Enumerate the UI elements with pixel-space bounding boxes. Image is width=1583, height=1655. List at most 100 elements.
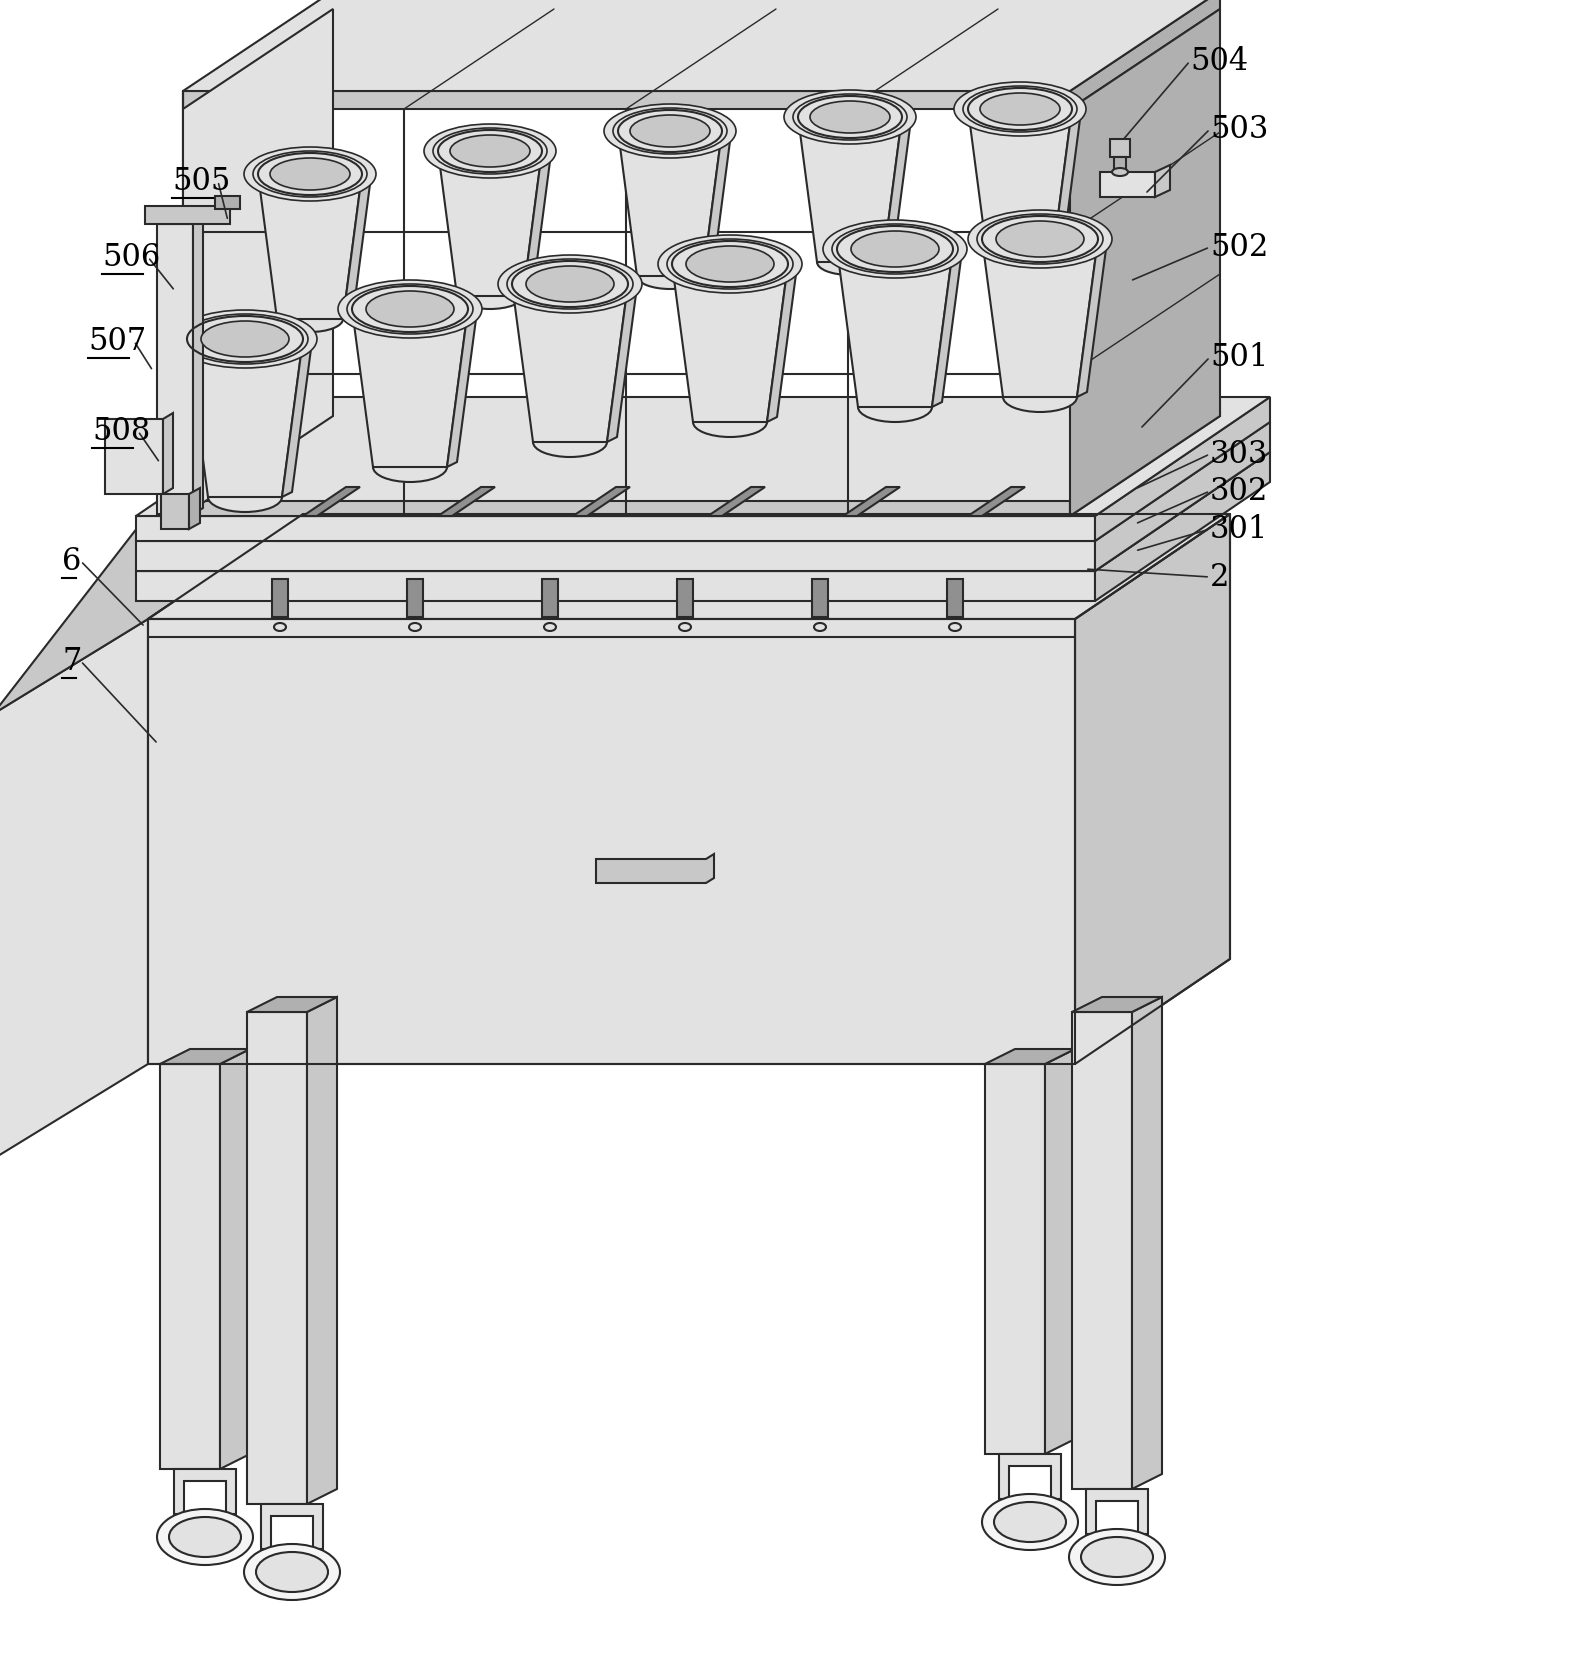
Polygon shape	[0, 515, 302, 715]
Polygon shape	[768, 260, 798, 422]
Polygon shape	[104, 420, 163, 495]
Ellipse shape	[630, 116, 711, 147]
Text: 301: 301	[1209, 515, 1268, 544]
Polygon shape	[1070, 10, 1220, 516]
Ellipse shape	[499, 257, 643, 314]
Polygon shape	[511, 285, 628, 444]
Polygon shape	[0, 619, 147, 1158]
Polygon shape	[1095, 422, 1270, 571]
Polygon shape	[606, 280, 638, 444]
Polygon shape	[1075, 515, 1230, 1064]
Text: 502: 502	[1209, 232, 1268, 263]
Ellipse shape	[207, 483, 282, 513]
Ellipse shape	[784, 91, 917, 146]
Text: 501: 501	[1209, 343, 1268, 374]
Polygon shape	[351, 309, 469, 468]
Ellipse shape	[613, 109, 727, 156]
Ellipse shape	[274, 624, 287, 632]
Polygon shape	[985, 1049, 1075, 1064]
Ellipse shape	[852, 232, 939, 268]
Ellipse shape	[858, 392, 932, 422]
Ellipse shape	[157, 1509, 253, 1566]
Ellipse shape	[545, 624, 556, 632]
Ellipse shape	[450, 136, 530, 167]
Ellipse shape	[793, 94, 907, 141]
Ellipse shape	[277, 306, 344, 333]
Ellipse shape	[693, 407, 768, 437]
Polygon shape	[1100, 172, 1156, 199]
Polygon shape	[184, 0, 1220, 93]
Polygon shape	[1156, 166, 1170, 199]
Polygon shape	[1110, 141, 1130, 157]
Polygon shape	[184, 93, 1070, 109]
Polygon shape	[1086, 1490, 1148, 1534]
Polygon shape	[446, 305, 478, 468]
Polygon shape	[161, 495, 188, 530]
Ellipse shape	[823, 220, 967, 278]
Polygon shape	[184, 501, 1070, 516]
Polygon shape	[344, 170, 372, 319]
Ellipse shape	[253, 152, 367, 199]
Polygon shape	[302, 488, 359, 516]
Ellipse shape	[986, 242, 1053, 268]
Ellipse shape	[814, 624, 826, 632]
Ellipse shape	[994, 1503, 1065, 1542]
Ellipse shape	[810, 103, 890, 134]
Ellipse shape	[533, 427, 606, 458]
Ellipse shape	[967, 210, 1111, 268]
Polygon shape	[967, 109, 1072, 255]
Text: 508: 508	[92, 417, 150, 447]
Ellipse shape	[685, 247, 774, 283]
Polygon shape	[708, 488, 765, 516]
Ellipse shape	[962, 88, 1076, 132]
Ellipse shape	[1111, 169, 1129, 177]
Text: 6: 6	[62, 546, 81, 578]
Ellipse shape	[182, 314, 309, 364]
Ellipse shape	[347, 285, 473, 334]
Polygon shape	[282, 334, 313, 498]
Polygon shape	[307, 998, 337, 1504]
Ellipse shape	[244, 147, 377, 202]
Polygon shape	[187, 339, 302, 498]
Ellipse shape	[955, 83, 1086, 137]
Ellipse shape	[526, 266, 614, 303]
Polygon shape	[1095, 397, 1270, 541]
Polygon shape	[438, 488, 495, 516]
Ellipse shape	[424, 124, 556, 179]
Ellipse shape	[507, 260, 633, 309]
Polygon shape	[981, 240, 1099, 397]
Ellipse shape	[1004, 382, 1076, 412]
Ellipse shape	[981, 1494, 1078, 1551]
Polygon shape	[258, 175, 363, 319]
Text: 302: 302	[1209, 477, 1268, 506]
Ellipse shape	[1069, 1529, 1165, 1585]
Polygon shape	[1072, 1013, 1132, 1490]
Ellipse shape	[366, 291, 454, 328]
Polygon shape	[798, 118, 902, 263]
Polygon shape	[837, 250, 953, 407]
Text: 504: 504	[1190, 46, 1247, 78]
Polygon shape	[522, 147, 552, 296]
Polygon shape	[438, 152, 541, 296]
Text: 503: 503	[1209, 114, 1268, 146]
Ellipse shape	[173, 311, 317, 369]
Text: 506: 506	[101, 242, 160, 273]
Polygon shape	[147, 515, 1230, 619]
Polygon shape	[812, 579, 828, 617]
Polygon shape	[147, 619, 1075, 1064]
Polygon shape	[1132, 998, 1162, 1490]
Ellipse shape	[374, 453, 446, 483]
Polygon shape	[703, 127, 731, 276]
Polygon shape	[1076, 235, 1108, 397]
Polygon shape	[1072, 998, 1162, 1013]
Polygon shape	[136, 516, 1095, 541]
Polygon shape	[678, 579, 693, 617]
Polygon shape	[160, 1049, 250, 1064]
Polygon shape	[136, 541, 1095, 571]
Ellipse shape	[408, 624, 421, 632]
Polygon shape	[967, 488, 1026, 516]
Polygon shape	[1053, 104, 1083, 255]
Polygon shape	[193, 218, 203, 515]
Ellipse shape	[980, 94, 1061, 126]
Polygon shape	[1070, 0, 1220, 109]
